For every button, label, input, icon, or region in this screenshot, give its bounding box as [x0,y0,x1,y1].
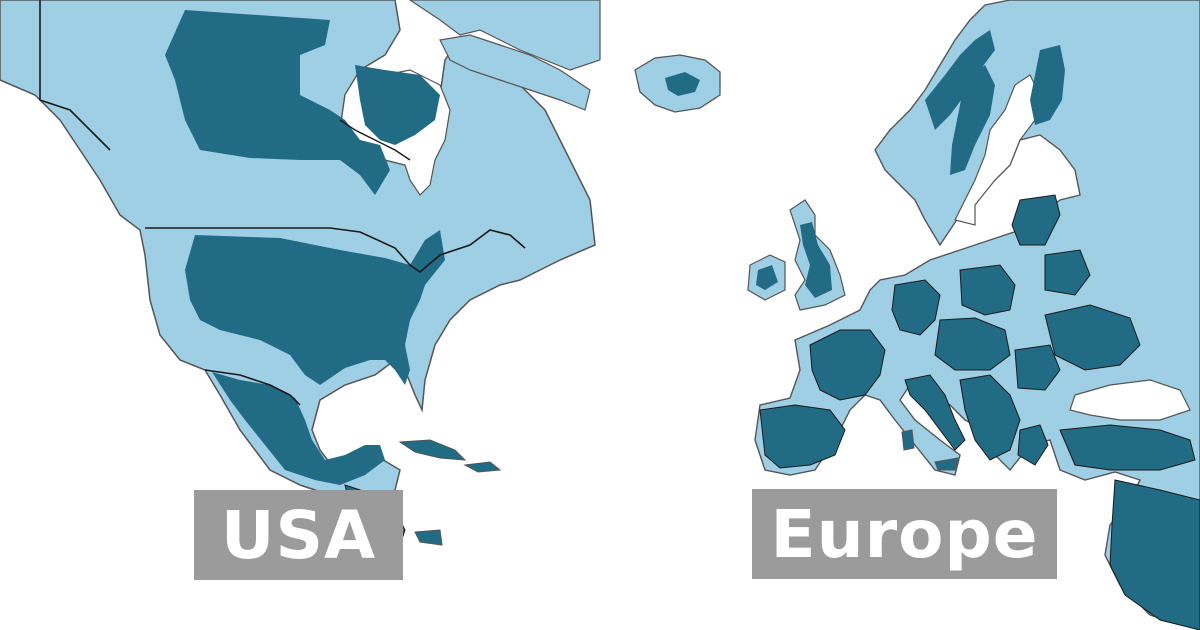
iberia-overlay [759,404,846,469]
arctic-islands [408,0,601,71]
canada-us-border [145,227,526,274]
poland-overlay [959,264,1016,316]
iceland-overlay [665,72,700,96]
ireland-overlay [756,265,778,290]
usa-label-text: USA [220,496,377,574]
europe-label: Europe [752,489,1057,579]
mexico-overlay [212,372,385,485]
sweden-overlay [950,65,995,175]
finland-overlay [1030,45,1065,125]
central-europe-overlay [934,317,1011,371]
north-america-map [0,0,601,546]
cuba [398,439,467,461]
turkey-overlay [1059,424,1196,471]
quebec-overlay [355,65,440,145]
europe-label-text: Europe [770,495,1039,573]
france-overlay [809,329,886,401]
norway-overlay [925,30,995,130]
balkans-overlay [959,374,1021,461]
panama [414,529,443,546]
europe-map [747,0,1200,630]
canada-overlay [165,10,390,195]
britain-overlay [800,222,832,298]
us-mexico-border [204,369,301,406]
greece-overlay [1017,424,1049,466]
quebec-border [339,119,411,161]
iceland-map [634,54,721,113]
baltics-overlay [1011,194,1061,246]
sicily [934,457,959,471]
hispaniola [463,461,502,473]
sardinia [901,429,915,451]
italy-overlay [904,374,966,451]
baffin-island [439,34,591,111]
middle-east-overlay [1109,479,1200,630]
ukraine-overlay [1044,304,1141,371]
black-sea [1069,379,1191,421]
belarus-overlay [1044,249,1091,296]
usa-label: USA [194,490,403,580]
usa-overlay [185,230,445,385]
baltic-sea [954,74,1041,226]
alaska-border [39,0,111,151]
germany-overlay [891,279,941,336]
romania-overlay [1014,344,1061,391]
